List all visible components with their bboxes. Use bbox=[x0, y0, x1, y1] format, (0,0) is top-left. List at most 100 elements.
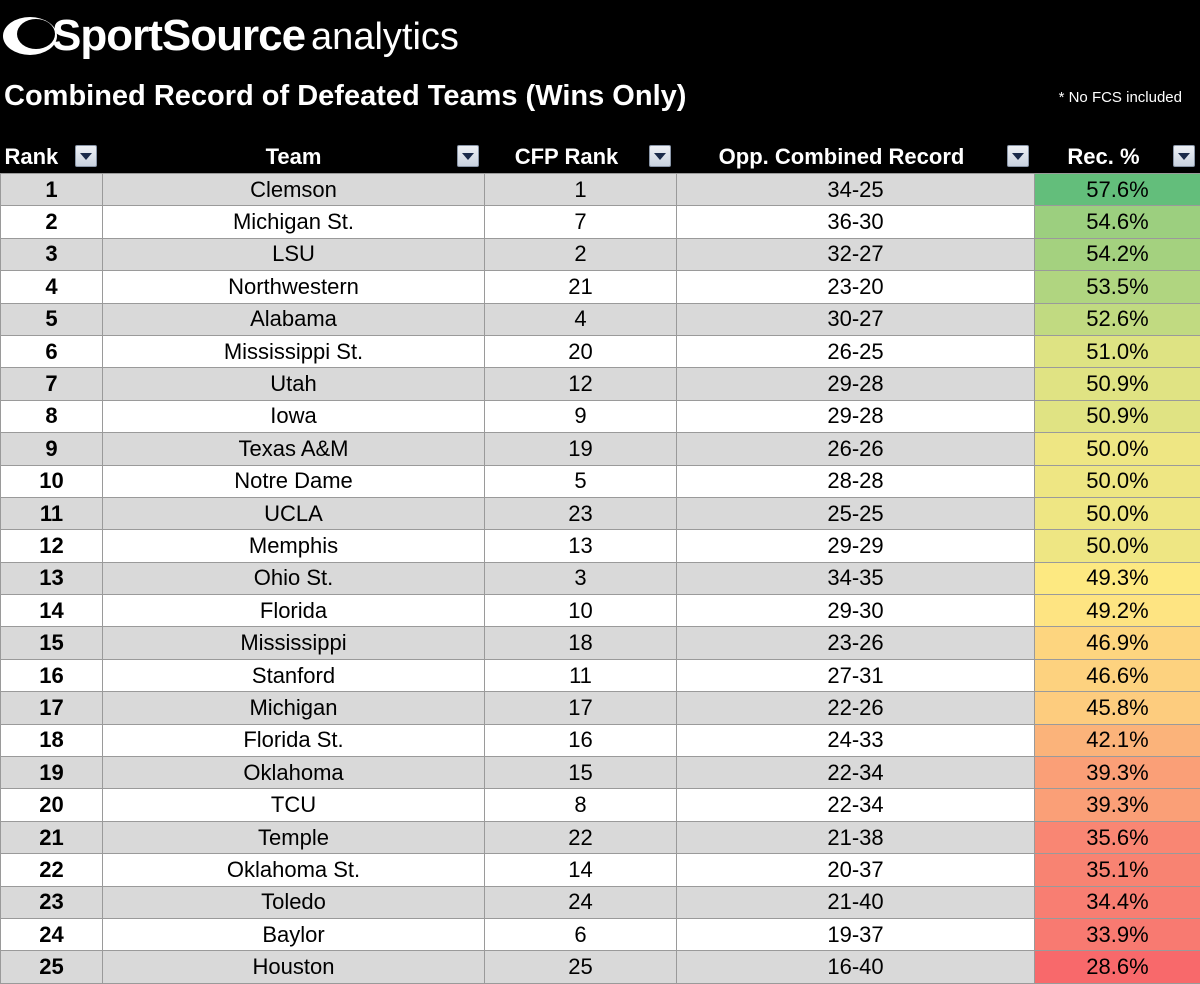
rec-pct-cell[interactable]: 57.6% bbox=[1035, 174, 1200, 206]
cfp-rank-cell[interactable]: 16 bbox=[485, 724, 677, 756]
opp-record-cell[interactable]: 24-33 bbox=[677, 724, 1035, 756]
opp-record-cell[interactable]: 29-28 bbox=[677, 400, 1035, 432]
team-cell[interactable]: Texas A&M bbox=[103, 433, 485, 465]
cfp-rank-cell[interactable]: 24 bbox=[485, 886, 677, 918]
opp-record-cell[interactable]: 19-37 bbox=[677, 918, 1035, 950]
rec-pct-cell[interactable]: 42.1% bbox=[1035, 724, 1200, 756]
cfp-rank-cell[interactable]: 1 bbox=[485, 174, 677, 206]
rank-cell[interactable]: 7 bbox=[1, 368, 103, 400]
cfp-rank-cell[interactable]: 5 bbox=[485, 465, 677, 497]
rank-cell[interactable]: 8 bbox=[1, 400, 103, 432]
rank-cell[interactable]: 11 bbox=[1, 497, 103, 529]
rec-pct-cell[interactable]: 50.0% bbox=[1035, 433, 1200, 465]
rank-cell[interactable]: 15 bbox=[1, 627, 103, 659]
rank-cell[interactable]: 3 bbox=[1, 238, 103, 270]
team-cell[interactable]: Florida St. bbox=[103, 724, 485, 756]
cfp-rank-cell[interactable]: 2 bbox=[485, 238, 677, 270]
rec-pct-cell[interactable]: 28.6% bbox=[1035, 951, 1200, 983]
cfp-rank-cell[interactable]: 14 bbox=[485, 854, 677, 886]
rank-cell[interactable]: 9 bbox=[1, 433, 103, 465]
rec-pct-cell[interactable]: 46.9% bbox=[1035, 627, 1200, 659]
cfp-rank-cell[interactable]: 7 bbox=[485, 206, 677, 238]
rank-cell[interactable]: 6 bbox=[1, 335, 103, 367]
team-cell[interactable]: Memphis bbox=[103, 530, 485, 562]
rank-cell[interactable]: 13 bbox=[1, 562, 103, 594]
rank-cell[interactable]: 5 bbox=[1, 303, 103, 335]
rank-cell[interactable]: 2 bbox=[1, 206, 103, 238]
filter-dropdown-icon[interactable] bbox=[649, 145, 671, 167]
cfp-rank-cell[interactable]: 9 bbox=[485, 400, 677, 432]
rank-cell[interactable]: 14 bbox=[1, 595, 103, 627]
filter-dropdown-icon[interactable] bbox=[1007, 145, 1029, 167]
cfp-rank-cell[interactable]: 13 bbox=[485, 530, 677, 562]
opp-record-cell[interactable]: 27-31 bbox=[677, 659, 1035, 691]
rec-pct-cell[interactable]: 39.3% bbox=[1035, 789, 1200, 821]
opp-record-cell[interactable]: 36-30 bbox=[677, 206, 1035, 238]
cfp-rank-cell[interactable]: 19 bbox=[485, 433, 677, 465]
team-cell[interactable]: Iowa bbox=[103, 400, 485, 432]
cfp-rank-cell[interactable]: 11 bbox=[485, 659, 677, 691]
cfp-rank-cell[interactable]: 10 bbox=[485, 595, 677, 627]
team-cell[interactable]: Toledo bbox=[103, 886, 485, 918]
rank-cell[interactable]: 22 bbox=[1, 854, 103, 886]
opp-record-cell[interactable]: 22-26 bbox=[677, 692, 1035, 724]
rec-pct-cell[interactable]: 50.0% bbox=[1035, 497, 1200, 529]
cfp-rank-cell[interactable]: 17 bbox=[485, 692, 677, 724]
opp-record-cell[interactable]: 32-27 bbox=[677, 238, 1035, 270]
team-cell[interactable]: Oklahoma St. bbox=[103, 854, 485, 886]
rank-cell[interactable]: 23 bbox=[1, 886, 103, 918]
opp-record-cell[interactable]: 22-34 bbox=[677, 789, 1035, 821]
rec-pct-cell[interactable]: 39.3% bbox=[1035, 757, 1200, 789]
opp-record-cell[interactable]: 28-28 bbox=[677, 465, 1035, 497]
rank-cell[interactable]: 21 bbox=[1, 821, 103, 853]
cfp-rank-cell[interactable]: 15 bbox=[485, 757, 677, 789]
rec-pct-cell[interactable]: 33.9% bbox=[1035, 918, 1200, 950]
opp-record-cell[interactable]: 22-34 bbox=[677, 757, 1035, 789]
opp-record-cell[interactable]: 26-26 bbox=[677, 433, 1035, 465]
team-cell[interactable]: TCU bbox=[103, 789, 485, 821]
opp-record-cell[interactable]: 21-40 bbox=[677, 886, 1035, 918]
rec-pct-cell[interactable]: 50.0% bbox=[1035, 530, 1200, 562]
rank-cell[interactable]: 1 bbox=[1, 174, 103, 206]
team-cell[interactable]: Baylor bbox=[103, 918, 485, 950]
rec-pct-cell[interactable]: 54.6% bbox=[1035, 206, 1200, 238]
team-cell[interactable]: Stanford bbox=[103, 659, 485, 691]
opp-record-cell[interactable]: 26-25 bbox=[677, 335, 1035, 367]
rank-cell[interactable]: 17 bbox=[1, 692, 103, 724]
rec-pct-cell[interactable]: 52.6% bbox=[1035, 303, 1200, 335]
team-cell[interactable]: Northwestern bbox=[103, 271, 485, 303]
rank-cell[interactable]: 4 bbox=[1, 271, 103, 303]
opp-record-cell[interactable]: 34-25 bbox=[677, 174, 1035, 206]
rank-cell[interactable]: 18 bbox=[1, 724, 103, 756]
rank-cell[interactable]: 20 bbox=[1, 789, 103, 821]
rec-pct-cell[interactable]: 34.4% bbox=[1035, 886, 1200, 918]
cfp-rank-cell[interactable]: 4 bbox=[485, 303, 677, 335]
rec-pct-cell[interactable]: 35.6% bbox=[1035, 821, 1200, 853]
opp-record-cell[interactable]: 25-25 bbox=[677, 497, 1035, 529]
team-cell[interactable]: Ohio St. bbox=[103, 562, 485, 594]
cfp-rank-cell[interactable]: 6 bbox=[485, 918, 677, 950]
rank-cell[interactable]: 10 bbox=[1, 465, 103, 497]
cfp-rank-cell[interactable]: 22 bbox=[485, 821, 677, 853]
rec-pct-cell[interactable]: 50.0% bbox=[1035, 465, 1200, 497]
rank-cell[interactable]: 12 bbox=[1, 530, 103, 562]
team-cell[interactable]: Michigan St. bbox=[103, 206, 485, 238]
team-cell[interactable]: Mississippi bbox=[103, 627, 485, 659]
team-cell[interactable]: Houston bbox=[103, 951, 485, 983]
rec-pct-cell[interactable]: 49.2% bbox=[1035, 595, 1200, 627]
team-cell[interactable]: Utah bbox=[103, 368, 485, 400]
rec-pct-cell[interactable]: 45.8% bbox=[1035, 692, 1200, 724]
